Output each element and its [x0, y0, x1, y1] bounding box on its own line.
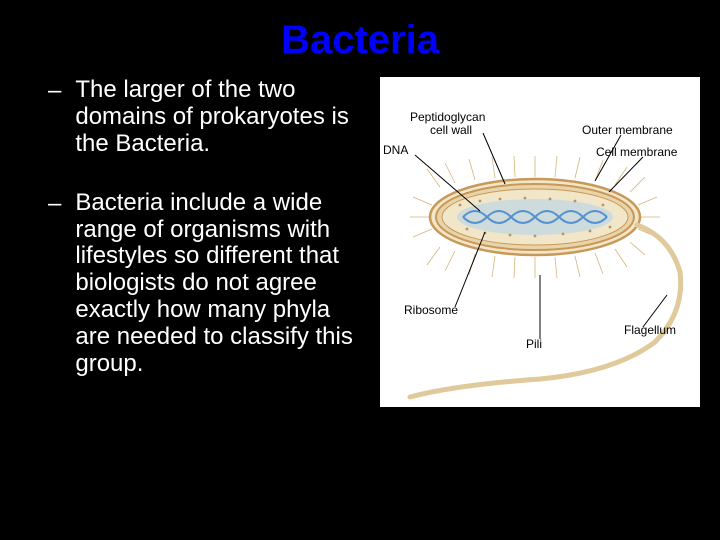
text-column: – The larger of the two domains of proka…: [48, 77, 368, 410]
bacteria-diagram: Peptidoglycan cell wall DNA Outer membra…: [380, 77, 700, 407]
label-pili: Pili: [526, 337, 542, 351]
label-dna: DNA: [383, 143, 408, 157]
slide-title: Bacteria: [0, 0, 720, 77]
bullet-text: The larger of the two domains of prokary…: [75, 77, 368, 158]
bullet-dash: –: [48, 190, 61, 218]
label-cell-membrane: Cell membrane: [596, 145, 677, 159]
bullet-dash: –: [48, 77, 61, 105]
bullet-text: Bacteria include a wide range of organis…: [75, 190, 368, 378]
label-peptidoglycan-2: cell wall: [430, 123, 472, 137]
bullet-item: – Bacteria include a wide range of organ…: [48, 190, 368, 378]
label-peptidoglycan-1: Peptidoglycan: [410, 110, 485, 124]
bullet-item: – The larger of the two domains of proka…: [48, 77, 368, 158]
label-outer-membrane: Outer membrane: [582, 123, 673, 137]
label-flagellum: Flagellum: [624, 323, 676, 337]
content-row: – The larger of the two domains of proka…: [0, 77, 720, 410]
label-ribosome: Ribosome: [404, 303, 458, 317]
